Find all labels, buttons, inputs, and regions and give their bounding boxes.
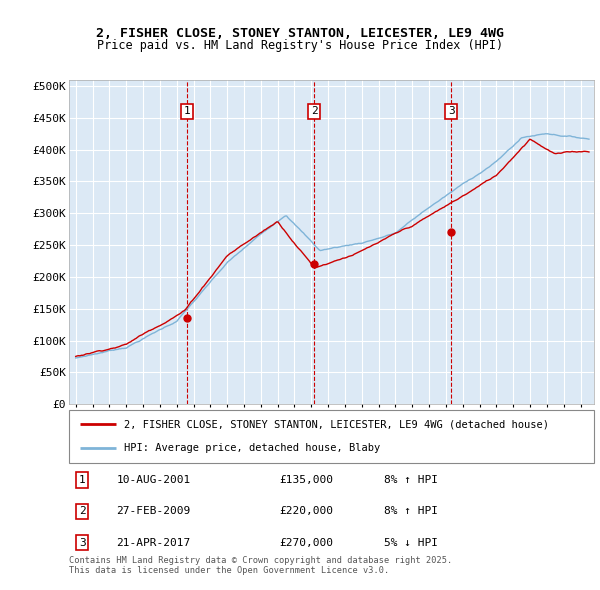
Text: 2, FISHER CLOSE, STONEY STANTON, LEICESTER, LE9 4WG: 2, FISHER CLOSE, STONEY STANTON, LEICEST… <box>96 27 504 40</box>
Text: 1: 1 <box>79 476 86 485</box>
Text: 2, FISHER CLOSE, STONEY STANTON, LEICESTER, LE9 4WG (detached house): 2, FISHER CLOSE, STONEY STANTON, LEICEST… <box>124 419 549 430</box>
Text: 27-FEB-2009: 27-FEB-2009 <box>116 506 191 516</box>
Text: 21-APR-2017: 21-APR-2017 <box>116 537 191 548</box>
Text: 1: 1 <box>184 106 190 116</box>
Text: 2: 2 <box>311 106 317 116</box>
Text: £220,000: £220,000 <box>279 506 333 516</box>
Text: 10-AUG-2001: 10-AUG-2001 <box>116 476 191 485</box>
Text: Price paid vs. HM Land Registry's House Price Index (HPI): Price paid vs. HM Land Registry's House … <box>97 39 503 52</box>
Text: Contains HM Land Registry data © Crown copyright and database right 2025.
This d: Contains HM Land Registry data © Crown c… <box>69 556 452 575</box>
Text: 3: 3 <box>79 537 86 548</box>
Text: £135,000: £135,000 <box>279 476 333 485</box>
Text: 8% ↑ HPI: 8% ↑ HPI <box>384 506 438 516</box>
Text: 3: 3 <box>448 106 455 116</box>
Text: 5% ↓ HPI: 5% ↓ HPI <box>384 537 438 548</box>
Text: £270,000: £270,000 <box>279 537 333 548</box>
FancyBboxPatch shape <box>69 410 594 463</box>
Text: 2: 2 <box>79 506 86 516</box>
Text: 8% ↑ HPI: 8% ↑ HPI <box>384 476 438 485</box>
Text: HPI: Average price, detached house, Blaby: HPI: Average price, detached house, Blab… <box>124 443 380 453</box>
